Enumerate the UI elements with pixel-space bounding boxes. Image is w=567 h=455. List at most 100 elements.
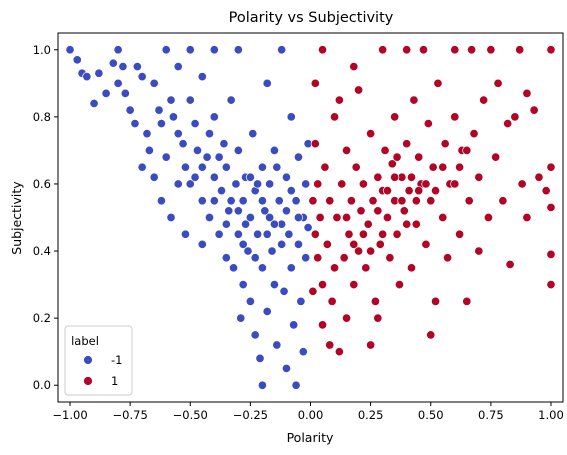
y-tick-label-0: 0.0	[33, 378, 51, 392]
scatter-point-pos-100	[317, 45, 328, 55]
scatter-point-neg-75	[272, 340, 282, 350]
scatter-point-neg-40	[209, 45, 219, 55]
scatter-point-neg-52	[233, 45, 243, 55]
scatter-point-neg-19	[154, 105, 164, 115]
scatter-point-neg-27	[178, 139, 188, 149]
scatter-point-neg-124	[238, 239, 248, 249]
scatter-point-pos-109	[397, 196, 407, 206]
y-axis-title: Subjectivity	[9, 181, 24, 255]
x-tick-label-8: 1.00	[538, 408, 564, 422]
scatter-point-pos-29	[450, 112, 460, 122]
scatter-point-pos-99	[310, 78, 320, 88]
scatter-point-pos-15	[498, 196, 508, 206]
scatter-point-neg-62	[250, 330, 260, 340]
scatter-point-neg-76	[274, 196, 284, 206]
scatter-point-neg-36	[202, 152, 212, 162]
scatter-point-neg-37	[204, 212, 215, 223]
scatter-point-neg-64	[255, 353, 265, 363]
scatter-point-pos-17	[491, 152, 501, 162]
scatter-point-pos-74	[351, 162, 361, 172]
scatter-point-pos-22	[474, 246, 484, 256]
scatter-point-pos-6	[534, 172, 544, 182]
x-tick-label-2: −0.50	[173, 408, 208, 422]
scatter-point-neg-10	[118, 62, 128, 72]
scatter-point-neg-94	[301, 253, 311, 263]
legend-box	[64, 325, 133, 396]
scatter-point-pos-11	[515, 45, 525, 55]
scatter-point-neg-113	[149, 172, 159, 182]
scatter-point-neg-82	[284, 229, 294, 239]
scatter-point-pos-47	[406, 263, 417, 273]
scatter-point-pos-88	[322, 239, 332, 249]
scatter-point-pos-78	[342, 313, 352, 323]
scatter-point-neg-23	[166, 95, 176, 105]
scatter-point-pos-125	[462, 145, 472, 155]
scatter-point-neg-41	[214, 229, 224, 239]
y-tick-label-5: 1.0	[33, 43, 51, 57]
scatter-point-neg-33	[192, 145, 203, 155]
scatter-point-pos-84	[329, 263, 340, 273]
scatter-point-neg-58	[245, 212, 255, 223]
points-layer	[65, 45, 556, 390]
scatter-point-neg-121	[277, 239, 287, 249]
scatter-point-pos-2	[546, 202, 556, 212]
scatter-point-neg-29	[185, 45, 195, 55]
scatter-point-neg-85	[289, 320, 299, 330]
scatter-point-neg-117	[257, 196, 267, 206]
scatter-point-neg-38	[209, 112, 219, 122]
scatter-point-pos-122	[378, 229, 388, 239]
scatter-point-pos-21	[474, 172, 484, 182]
scatter-point-neg-92	[298, 347, 308, 357]
scatter-point-neg-72	[267, 246, 277, 256]
scatter-point-pos-3	[546, 249, 556, 259]
y-tick-label-3: 0.6	[33, 177, 51, 191]
scatter-point-pos-18	[486, 45, 496, 55]
scatter-point-pos-65	[370, 296, 380, 306]
scatter-point-neg-60	[248, 129, 258, 139]
scatter-point-pos-1	[546, 162, 556, 172]
legend-title: label	[71, 334, 99, 348]
scatter-point-neg-123	[250, 253, 260, 263]
scatter-point-pos-26	[462, 296, 472, 306]
scatter-point-neg-57	[243, 246, 253, 256]
scatter-point-neg-116	[197, 239, 207, 249]
scatter-point-neg-9	[113, 78, 123, 88]
scatter-point-pos-50	[402, 45, 412, 55]
scatter-point-pos-96	[310, 229, 320, 239]
scatter-point-neg-50	[233, 229, 243, 239]
scatter-point-pos-60	[380, 145, 390, 155]
scatter-point-pos-49	[402, 139, 412, 149]
scatter-point-neg-18	[149, 78, 159, 88]
scatter-point-neg-7	[108, 58, 118, 68]
scatter-point-pos-124	[455, 162, 465, 172]
scatter-point-pos-53	[394, 280, 405, 290]
x-tick-label-1: −0.75	[113, 408, 148, 422]
scatter-point-neg-32	[190, 119, 200, 129]
scatter-point-neg-48	[229, 263, 239, 273]
scatter-point-pos-82	[334, 347, 344, 357]
scatter-point-pos-66	[368, 196, 378, 206]
scatter-point-neg-87	[291, 380, 301, 390]
scatter-point-neg-101	[226, 196, 236, 206]
scatter-point-neg-99	[204, 129, 215, 139]
x-axis-title: Polarity	[287, 430, 334, 445]
scatter-point-pos-116	[411, 196, 421, 206]
scatter-point-neg-5	[94, 68, 104, 78]
scatter-point-neg-8	[113, 45, 123, 55]
scatter-point-pos-25	[464, 196, 474, 206]
legend-label-neg: -1	[111, 353, 122, 367]
scatter-point-neg-120	[286, 186, 296, 196]
scatter-point-pos-23	[469, 129, 479, 139]
scatter-point-neg-97	[197, 162, 207, 172]
scatter-point-pos-62	[378, 45, 388, 55]
scatter-point-pos-89	[320, 162, 330, 172]
scatter-point-neg-114	[137, 162, 147, 172]
scatter-point-pos-54	[392, 229, 402, 239]
scatter-point-pos-63	[375, 239, 385, 249]
scatter-point-neg-95	[303, 223, 313, 233]
scatter-point-pos-101	[325, 340, 335, 350]
scatter-point-neg-4	[89, 98, 99, 108]
scatter-point-neg-16	[142, 129, 152, 139]
scatter-point-pos-33	[440, 139, 450, 149]
scatter-point-pos-77	[344, 229, 354, 239]
